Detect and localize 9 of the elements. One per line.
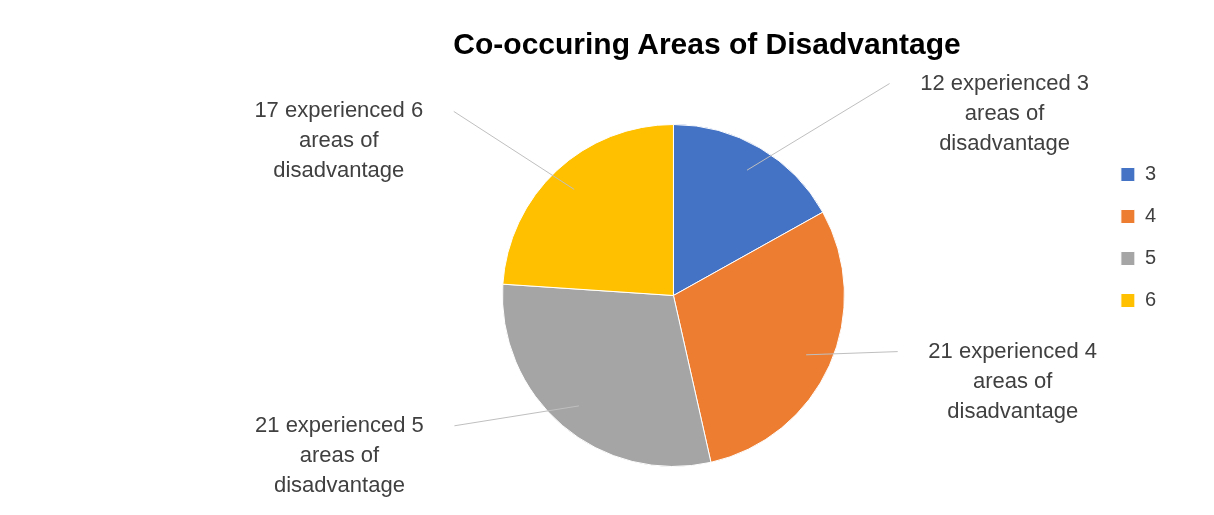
legend-label: 4 — [1144, 204, 1156, 227]
legend-label: 6 — [1144, 288, 1156, 311]
data-label: 17 experienced 6 areas of disadvantage — [254, 97, 424, 183]
legend-label: 3 — [1144, 162, 1156, 185]
data-label: 12 experienced 3 areas of disadvantage — [920, 69, 1089, 155]
data-label: 21 experienced 4 areas of disadvantage — [928, 337, 1098, 423]
chart-title: Co-occuring Areas of Disadvantage — [453, 27, 961, 61]
legend-label: 5 — [1144, 246, 1156, 269]
data-label: 21 experienced 5 areas of disadvantage — [255, 411, 424, 497]
